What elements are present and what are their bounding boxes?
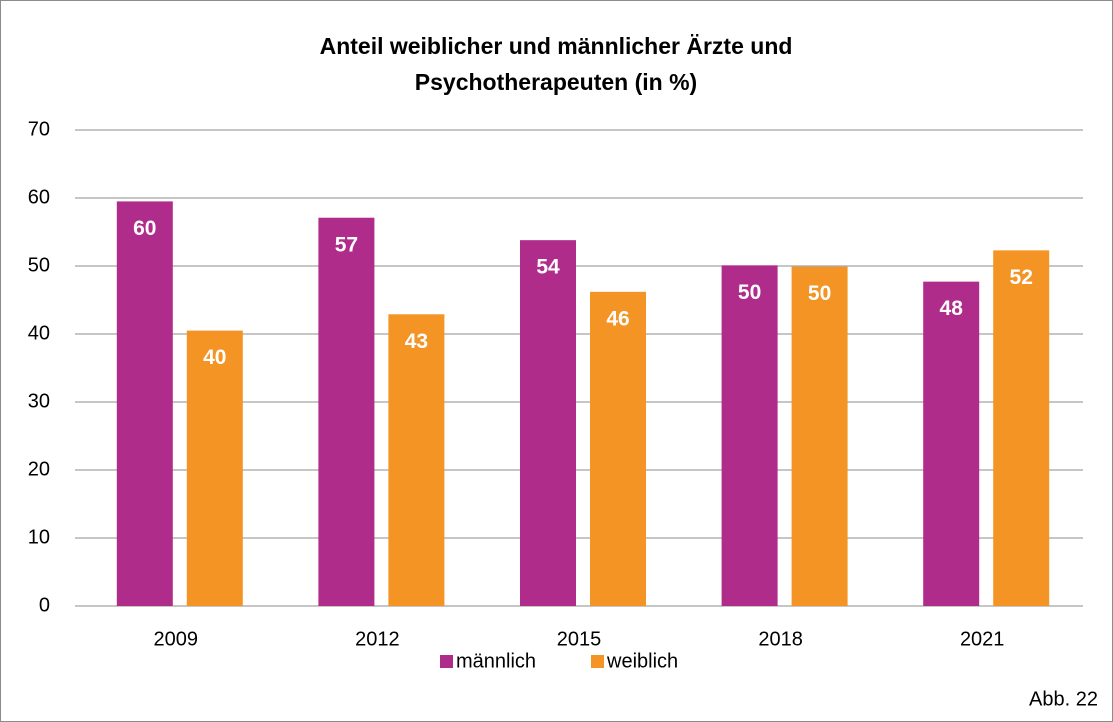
- y-tick-label: 20: [28, 458, 50, 480]
- value-label: 60: [133, 217, 156, 240]
- y-tick-label: 30: [28, 390, 50, 412]
- legend-label: weiblich: [606, 650, 678, 672]
- y-tick-label: 10: [28, 526, 50, 548]
- bar: [186, 330, 243, 606]
- bar: [993, 250, 1050, 607]
- bar: [318, 217, 375, 606]
- y-tick-label: 70: [28, 118, 50, 140]
- value-label: 46: [606, 307, 629, 330]
- x-tick-label: 2009: [154, 628, 199, 650]
- bar: [388, 314, 445, 606]
- legend-swatch: [440, 655, 453, 668]
- bar: [721, 265, 778, 606]
- value-label: 40: [203, 346, 226, 369]
- bar: [520, 240, 576, 606]
- chart-title: Anteil weiblicher und männlicher Ärzte u…: [320, 33, 793, 59]
- value-label: 43: [405, 330, 428, 353]
- y-tick-label: 40: [28, 322, 50, 344]
- bar: [923, 281, 980, 606]
- y-tick-label: 0: [39, 594, 50, 616]
- annotation: Abb. 22: [1029, 688, 1098, 710]
- chart-title: Psychotherapeuten (in %): [415, 69, 697, 95]
- x-tick-label: 2018: [758, 628, 803, 650]
- value-label: 52: [1010, 266, 1033, 289]
- x-tick-label: 2015: [557, 628, 602, 650]
- value-label: 54: [536, 256, 560, 279]
- value-label: 57: [335, 233, 358, 256]
- x-tick-label: 2012: [355, 628, 400, 650]
- legend-label: männlich: [456, 650, 536, 672]
- value-label: 50: [808, 282, 831, 305]
- y-tick-label: 60: [28, 186, 50, 208]
- value-label: 50: [738, 281, 761, 304]
- bar: [116, 201, 173, 606]
- x-tick-label: 2021: [960, 628, 1005, 650]
- bar: [590, 291, 646, 606]
- y-tick-label: 50: [28, 254, 50, 276]
- legend-swatch: [591, 655, 604, 668]
- bar: [791, 266, 848, 606]
- value-label: 48: [940, 297, 964, 320]
